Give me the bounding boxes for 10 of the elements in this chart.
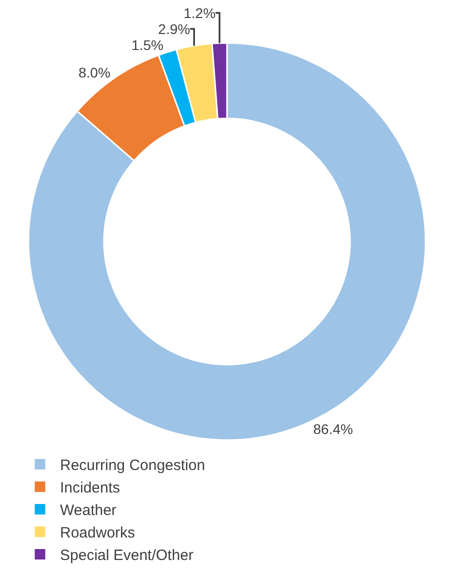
- data-label: 8.0%: [78, 64, 110, 81]
- legend-label: Recurring Congestion: [60, 457, 206, 474]
- legend-label: Weather: [60, 502, 116, 520]
- data-label: 2.9%: [158, 20, 190, 37]
- legend-label: Roadworks: [60, 524, 136, 542]
- legend-label: Special Event/Other: [60, 547, 194, 564]
- legend-label: Incidents: [60, 480, 120, 497]
- data-label: 1.5%: [132, 36, 164, 53]
- data-label: 1.2%: [184, 4, 216, 21]
- data-label: 86.4%: [313, 420, 353, 437]
